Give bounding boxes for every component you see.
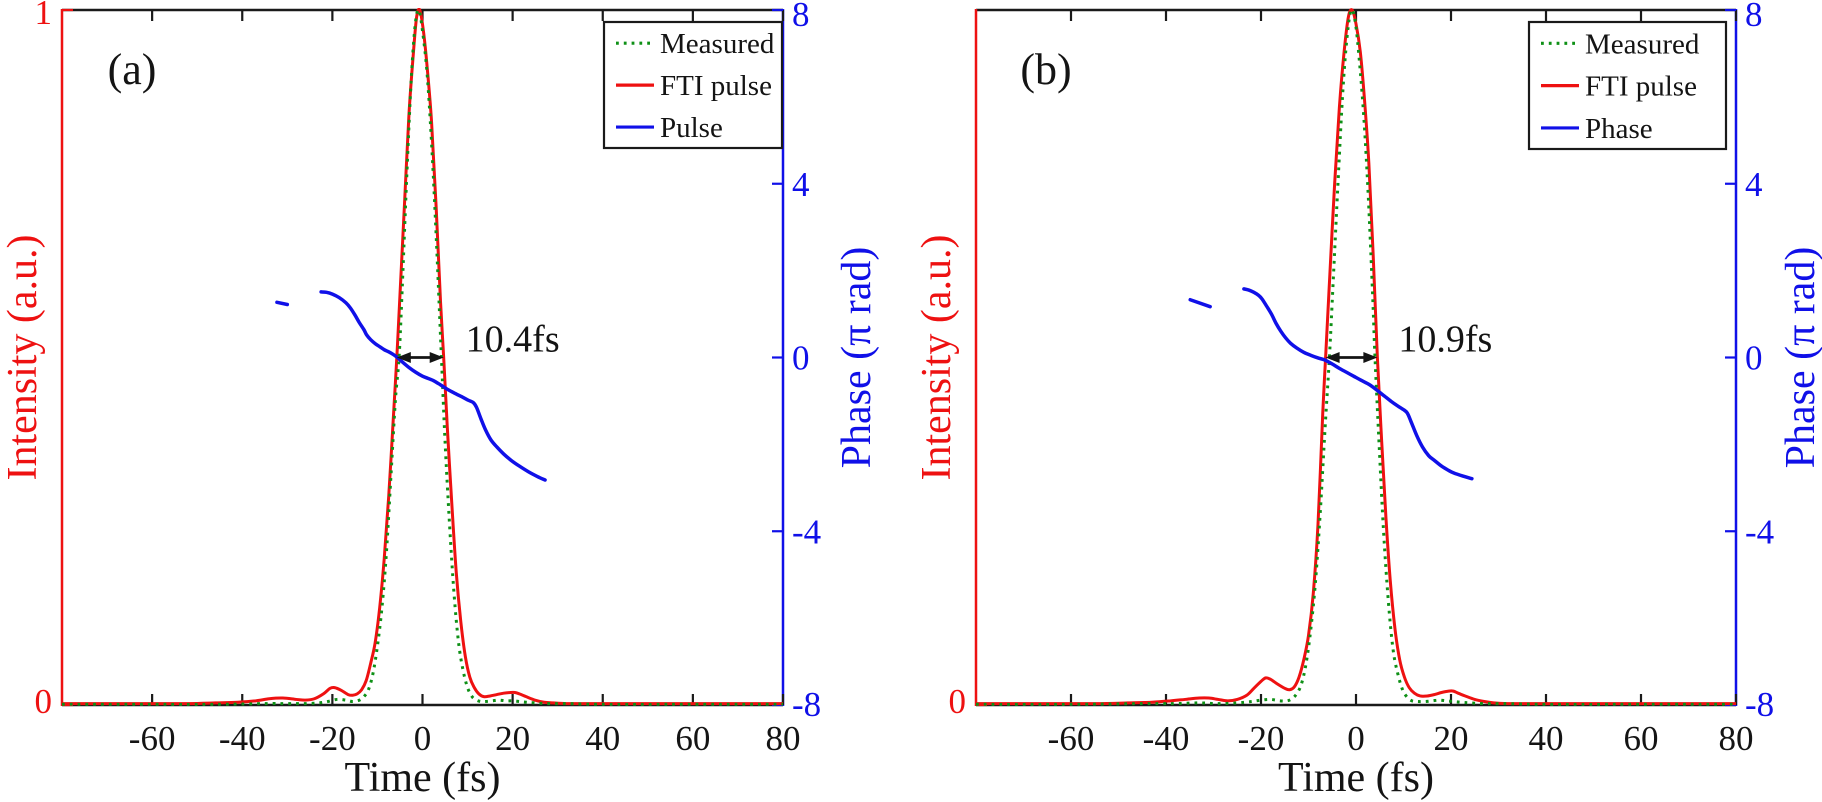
fwhm-label: 10.9fs bbox=[1398, 319, 1492, 361]
fwhm-arrowhead-right bbox=[1363, 352, 1378, 363]
legend-label-measured: Measured bbox=[660, 28, 775, 60]
y-axis-label-right: Phase (π rad) bbox=[834, 247, 880, 469]
y-tick-label-right: 0 bbox=[1745, 339, 1763, 378]
x-axis-label: Time (fs) bbox=[1278, 755, 1434, 801]
phase-curve bbox=[319, 290, 547, 482]
y-axis-label-right: Phase (π rad) bbox=[1778, 247, 1822, 469]
y-tick-label-right: -4 bbox=[792, 512, 821, 551]
legend-label-fti: FTI pulse bbox=[660, 70, 772, 102]
y-tick-label-right: -8 bbox=[1745, 685, 1774, 724]
y-tick-label-right: 8 bbox=[1745, 0, 1763, 34]
fwhm-arrowhead-left bbox=[1325, 352, 1340, 363]
x-tick-label: 40 bbox=[1529, 719, 1564, 758]
legend: Measured FTI pulse Pulse bbox=[602, 20, 784, 150]
x-tick-label: 80 bbox=[766, 719, 801, 758]
curves bbox=[61, 8, 783, 706]
phase-curve bbox=[275, 300, 290, 307]
y-tick-label-right: -8 bbox=[792, 685, 821, 724]
y-tick-label-right: -4 bbox=[1745, 512, 1774, 551]
panel-label: (a) bbox=[108, 45, 157, 94]
y-tick-label-right: 8 bbox=[792, 0, 810, 34]
legend-label-phase: Pulse bbox=[660, 112, 723, 144]
phase-curve bbox=[1188, 297, 1212, 309]
y-tick-label-left: 1 bbox=[35, 0, 53, 32]
measured-curve bbox=[975, 8, 1736, 706]
x-axis-label: Time (fs) bbox=[345, 755, 501, 801]
legend-label-phase: Phase bbox=[1585, 113, 1653, 145]
legend-label-measured: Measured bbox=[1585, 28, 1700, 60]
fti-pulse-curve bbox=[62, 8, 783, 706]
y-axis-label-left: Intensity (a.u.) bbox=[0, 234, 46, 480]
x-tick-label: 60 bbox=[675, 719, 710, 758]
fti-pulse-curve bbox=[976, 8, 1736, 706]
y-tick-label-right: 0 bbox=[792, 339, 810, 378]
panel-label: (b) bbox=[1020, 45, 1071, 94]
fwhm-label: 10.4fs bbox=[466, 319, 560, 361]
legend: Measured FTI pulse Phase bbox=[1527, 20, 1728, 151]
fwhm-arrowhead-left bbox=[396, 352, 411, 363]
fwhm-arrowhead-right bbox=[429, 352, 444, 363]
x-tick-label: -20 bbox=[1238, 719, 1285, 758]
y-tick-label-left: 0 bbox=[35, 682, 53, 721]
x-tick-label: -60 bbox=[1048, 719, 1095, 758]
y-axis-label-left: Intensity (a.u.) bbox=[914, 234, 960, 480]
x-tick-label: 20 bbox=[495, 719, 530, 758]
x-tick-label: 0 bbox=[414, 719, 432, 758]
x-tick-label: -20 bbox=[309, 719, 356, 758]
legend-label-fti: FTI pulse bbox=[1585, 71, 1697, 103]
y-tick-label-left: 0 bbox=[949, 682, 967, 721]
x-tick-label: 60 bbox=[1624, 719, 1659, 758]
x-tick-label: -60 bbox=[129, 719, 176, 758]
x-tick-label: 40 bbox=[585, 719, 620, 758]
curves bbox=[975, 8, 1736, 706]
x-tick-label: 80 bbox=[1719, 719, 1754, 758]
y-tick-label-right: 4 bbox=[1745, 165, 1763, 204]
x-tick-label: -40 bbox=[219, 719, 266, 758]
x-tick-label: 20 bbox=[1434, 719, 1469, 758]
x-tick-label: -40 bbox=[1143, 719, 1190, 758]
y-tick-label-right: 4 bbox=[792, 165, 810, 204]
x-tick-label: 0 bbox=[1347, 719, 1365, 758]
phase-curve bbox=[1242, 287, 1474, 481]
